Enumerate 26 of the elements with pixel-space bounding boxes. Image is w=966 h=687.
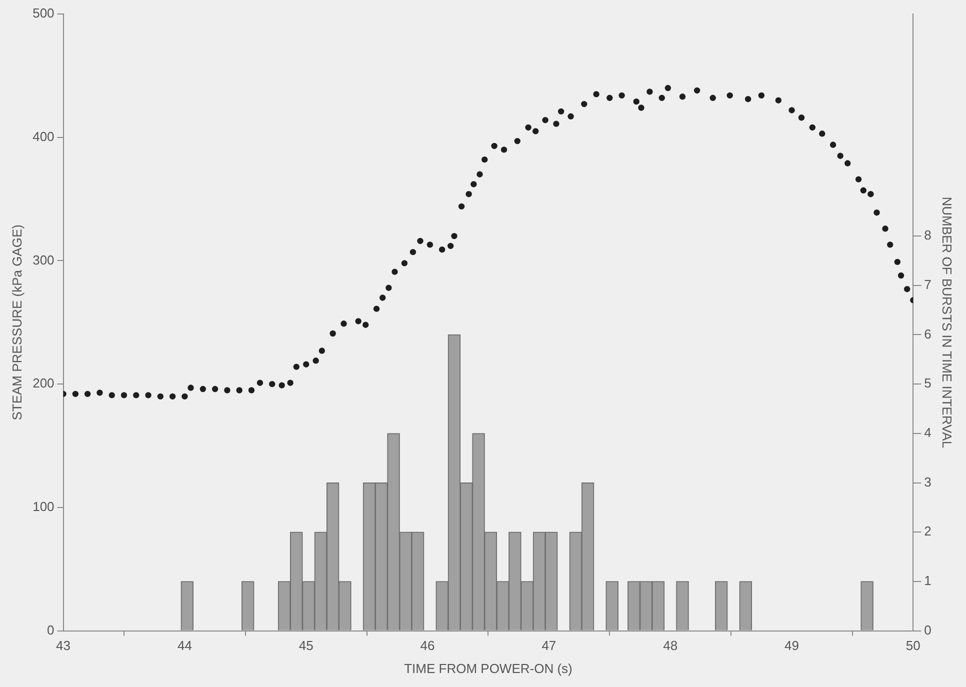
x-tick-label: 50 <box>906 638 920 654</box>
y2-tick-label: 7 <box>924 276 932 292</box>
y-tick-label: 300 <box>32 252 54 268</box>
y-tick-label: 100 <box>32 499 54 514</box>
y-tick-label: 0 <box>47 622 54 638</box>
y-tick-label: 500 <box>32 6 54 21</box>
x-tick-label: 44 <box>177 638 192 654</box>
x-tick-label: 47 <box>542 638 556 654</box>
y2-tick-label: 5 <box>924 376 932 391</box>
y2-tick-label: 3 <box>924 474 932 490</box>
y2-tick-label: 0 <box>924 622 932 638</box>
x-tick-label: 45 <box>298 638 314 654</box>
x-tick-label: 46 <box>420 638 435 654</box>
y2-tick-label: 1 <box>924 573 932 588</box>
x-tick-label: 43 <box>56 638 71 654</box>
y2-axis-title: NUMBER OF BURSTS IN TIME INTERVAL <box>940 196 955 448</box>
x-tick-label: 48 <box>663 638 678 654</box>
x-tick-label: 49 <box>784 638 799 654</box>
x-axis-title: TIME FROM POWER-ON (s) <box>404 660 572 676</box>
y2-tick-label: 4 <box>924 425 932 440</box>
y-tick-label: 200 <box>32 376 54 391</box>
y2-tick-label: 8 <box>924 228 932 243</box>
y-axis-title: STEAM PRESSURE (kPa GAGE) <box>9 224 24 420</box>
y2-tick-label: 2 <box>924 524 932 539</box>
y2-tick-label: 6 <box>924 326 932 342</box>
y-tick-label: 400 <box>32 128 54 144</box>
